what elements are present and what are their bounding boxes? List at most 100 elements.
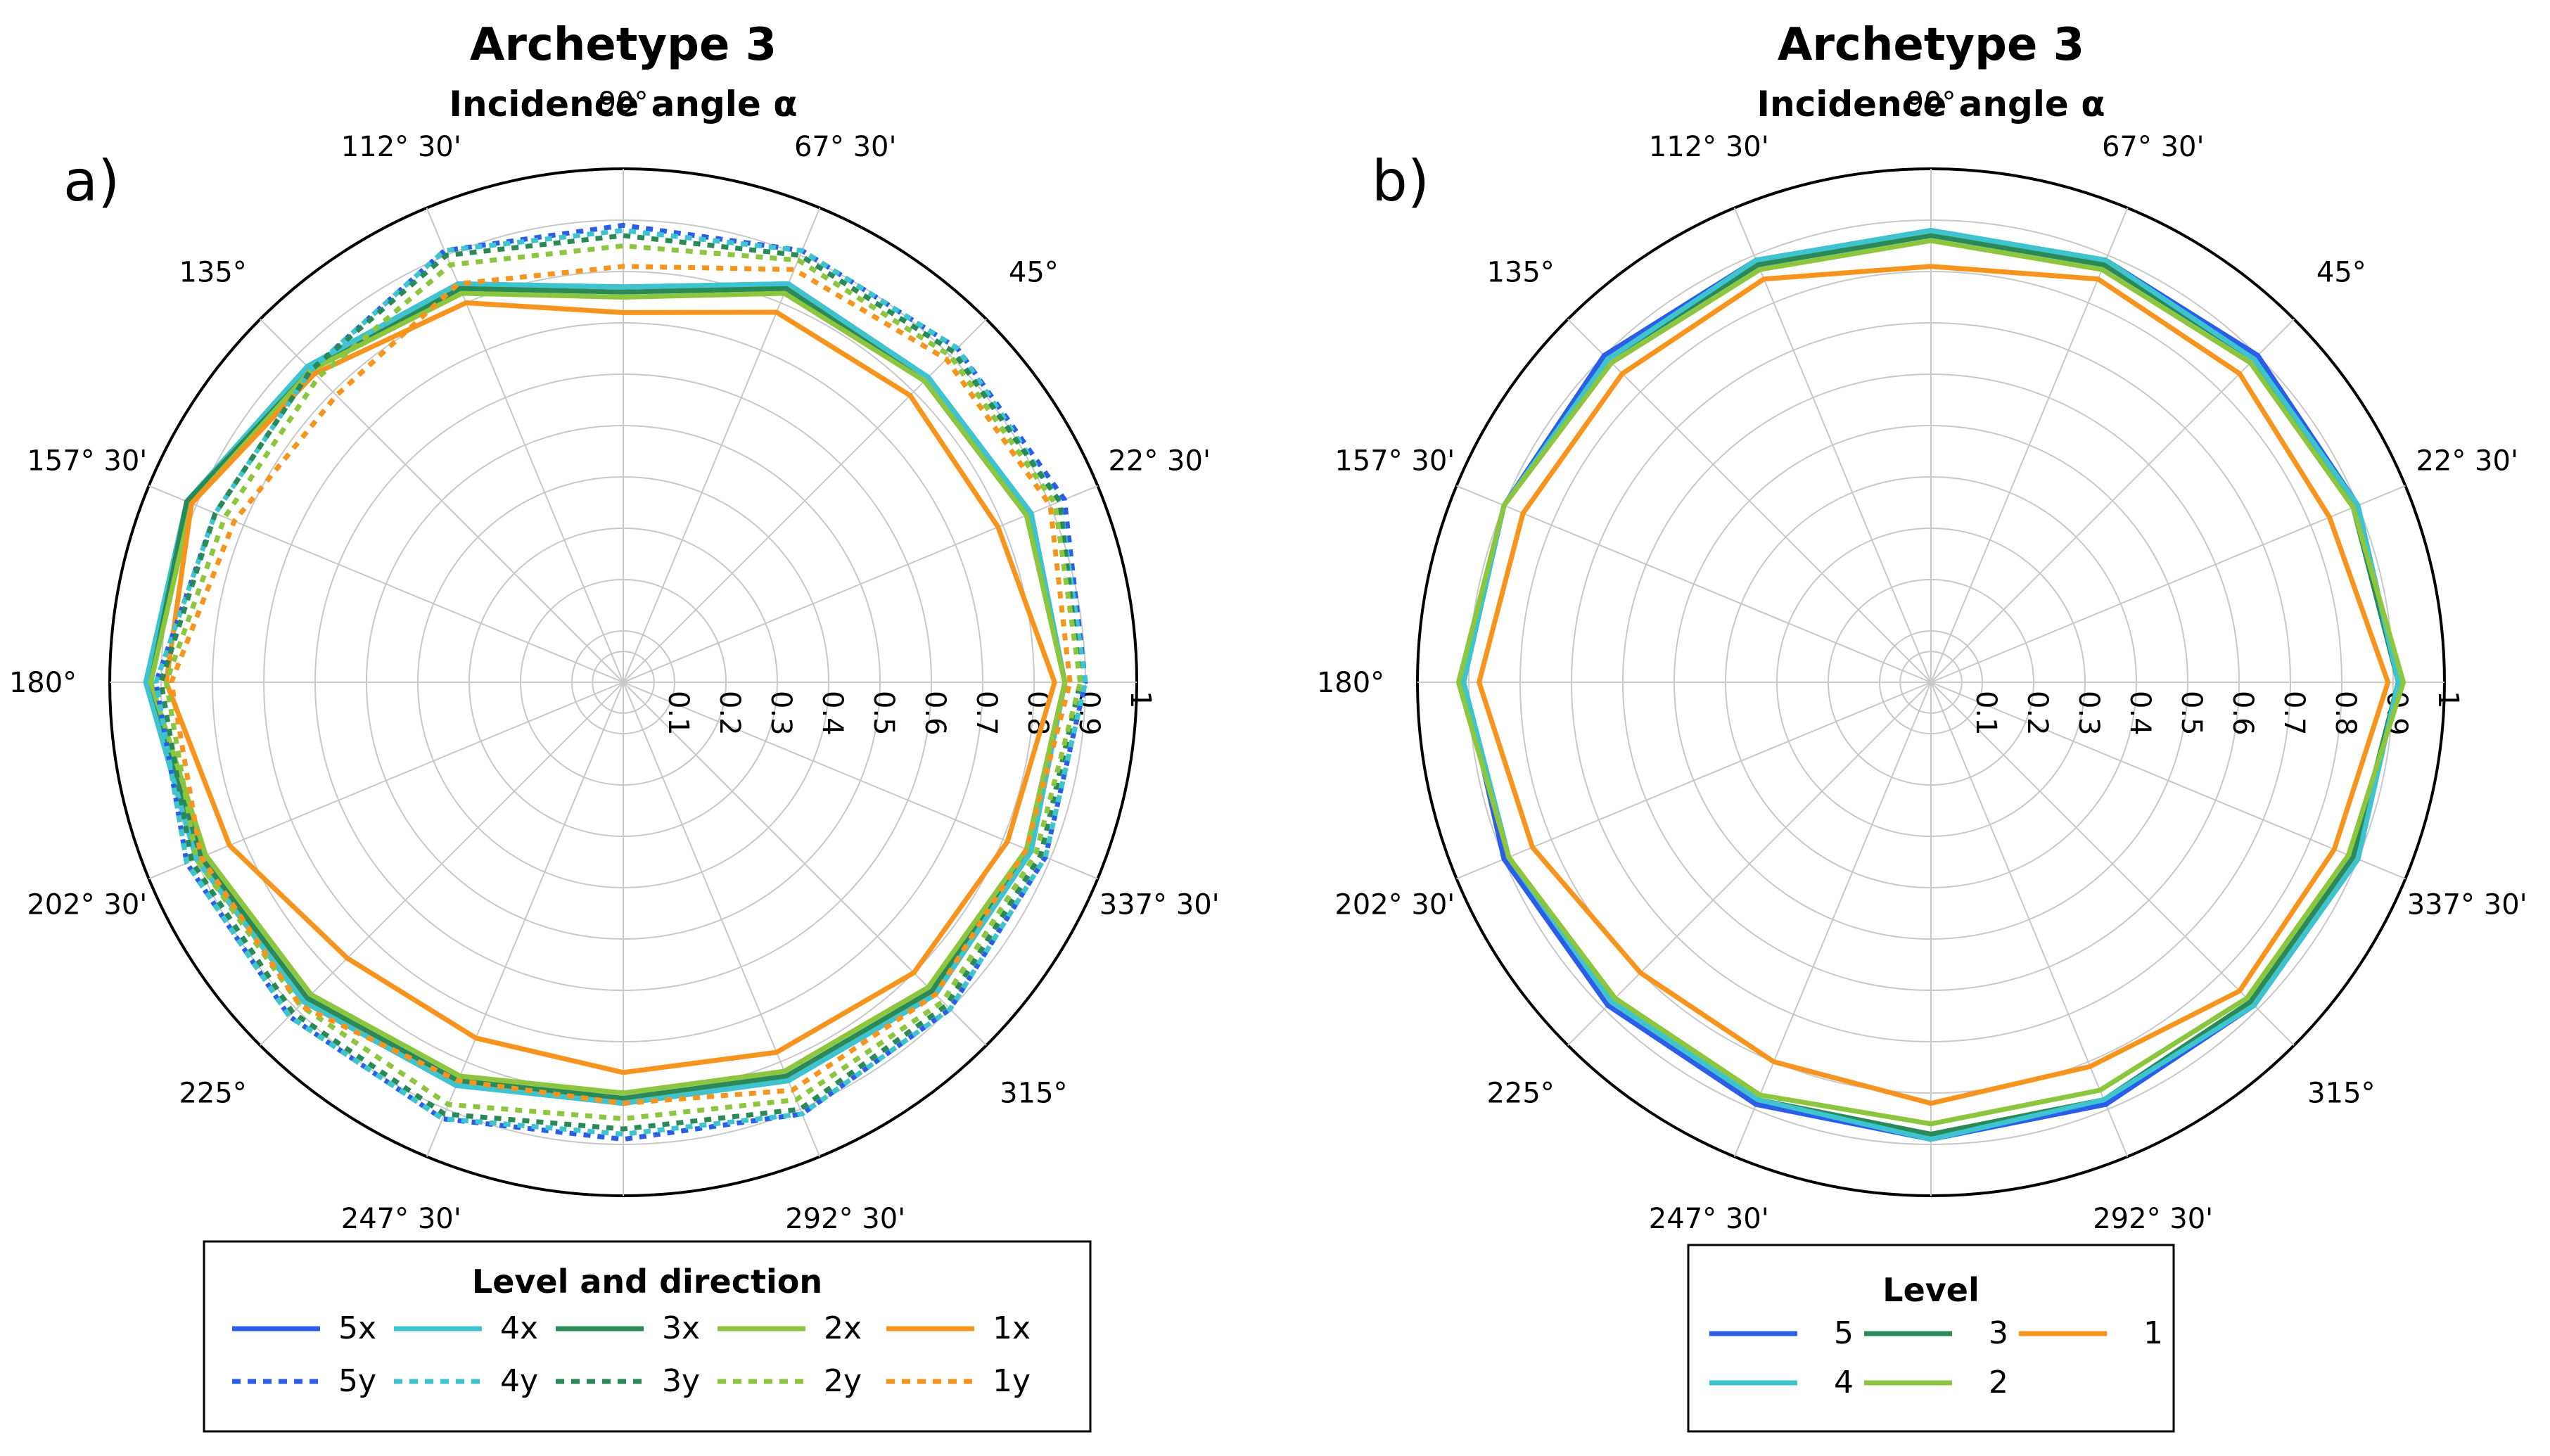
- panel-a-radial-tick: 0.7: [970, 691, 1002, 736]
- panel-b-angle-tick: 112° 30': [1649, 131, 1769, 163]
- panel-a-spoke: [623, 682, 1098, 880]
- panel-b-angle-tick: 337° 30': [2407, 889, 2527, 921]
- panel-a-label: a): [63, 148, 120, 214]
- panel-a-spoke: [623, 682, 987, 1046]
- panel-b-radial-tick: 0.3: [2072, 691, 2105, 736]
- panel-b-series-2: [1455, 238, 2406, 1127]
- panel-a-title: Archetype 3: [470, 19, 777, 71]
- panel-a-angle-tick: 247° 30': [341, 1203, 461, 1235]
- panel-b-radial-tick: 0.1: [1970, 691, 2002, 736]
- panel-b-legend-label-3: 3: [1989, 1315, 2008, 1351]
- panel-b-legend-box: [1687, 1244, 2175, 1433]
- panel-b-spoke: [1733, 682, 1932, 1157]
- panel-a-radial-tick: 0.3: [765, 691, 797, 736]
- panel-a-angle-tick: 292° 30': [785, 1203, 905, 1235]
- panel-a-spoke: [623, 485, 1098, 683]
- panel-a-legend-label-2x: 2x: [824, 1310, 862, 1346]
- panel-b-series-4: [1461, 228, 2401, 1142]
- panel-b-angle-tick: 67° 30': [2102, 131, 2205, 163]
- panel-a-spoke: [148, 682, 624, 880]
- panel-b-spoke: [1930, 485, 2406, 683]
- panel-a-angle-tick: 180°: [9, 667, 77, 699]
- panel-b-radial-tick: 0.2: [2021, 691, 2053, 736]
- panel-a-legend-label-1x: 1x: [993, 1310, 1031, 1346]
- panel-a-angle-tick: 22° 30': [1108, 445, 1211, 477]
- panel-b-legend-label-2: 2: [1989, 1365, 2008, 1400]
- panel-a-legend-label-5y: 5y: [338, 1363, 376, 1399]
- panel-a-subtitle: Incidence angle α: [449, 84, 797, 124]
- panel-b-angle-tick: 247° 30': [1649, 1203, 1769, 1235]
- panel-a-spoke: [623, 319, 987, 683]
- panel-a-spoke: [623, 207, 821, 683]
- panel-b-angle-tick: 22° 30': [2416, 445, 2518, 477]
- panel-a-radial-tick: 0.4: [816, 691, 848, 736]
- panel-a-radial-tick: 1: [1124, 691, 1156, 708]
- panel-a-angle-tick: 337° 30': [1099, 889, 1220, 921]
- panel-a-legend-label-4x: 4x: [500, 1310, 538, 1346]
- panel-a-angle-tick: 135°: [179, 257, 246, 289]
- panel-a-legend-label-5x: 5x: [338, 1310, 376, 1346]
- panel-b-spoke: [1930, 682, 2406, 880]
- panel-a-legend-label-2y: 2y: [824, 1363, 862, 1399]
- panel-b-spoke: [1567, 319, 1932, 683]
- panel-a-spoke: [148, 485, 624, 683]
- panel-a-angle-tick: 90°: [599, 87, 649, 119]
- panel-b-angle-tick: 315°: [2307, 1077, 2375, 1109]
- panel-b-radial-tick: 1: [2432, 691, 2464, 708]
- panel-b-spoke: [1930, 207, 2129, 683]
- panel-a-series-2x: [148, 290, 1068, 1096]
- panel-a-angle-tick: 45°: [1009, 257, 1059, 289]
- panel-b-spoke: [1456, 485, 1932, 683]
- panel-b-label: b): [1372, 148, 1429, 214]
- panel-b-legend: Level 5 3 1 4 2: [1687, 1244, 2175, 1433]
- panel-a-legend: Level and direction 5x 4x 3x 2x 1x 5y 4y 3y 2y 1y: [203, 1240, 1092, 1433]
- panel-b-legend-title: Level: [1882, 1271, 1979, 1309]
- panel-b-radial-tick: 0.4: [2124, 691, 2156, 736]
- panel-a-angle-tick: 157° 30': [27, 445, 147, 477]
- panel-a-radial-tick: 0.2: [713, 691, 746, 736]
- panel-b-angle-tick: 135°: [1486, 257, 1554, 289]
- panel-b-radial-tick: 0.5: [2175, 691, 2207, 736]
- panel-b: Archetype 3 Incidence angle α b) 0.1 0.2 0.3 0…: [1317, 19, 2527, 1433]
- panel-b-legend-label-1: 1: [2143, 1315, 2163, 1351]
- panel-a-angle-tick: 315°: [1000, 1077, 1067, 1109]
- panel-b-angle-tick: 180°: [1317, 667, 1384, 699]
- panel-b-angle-tick: 157° 30': [1334, 445, 1455, 477]
- panel-a-radial-tick: 0.5: [867, 691, 900, 736]
- panel-b-title: Archetype 3: [1778, 19, 2084, 71]
- panel-b-angle-tick: 202° 30': [1334, 889, 1455, 921]
- panel-b-angle-tick: 45°: [2316, 257, 2366, 289]
- panel-b-spoke: [1733, 207, 1932, 683]
- panel-a-radial-tick: 0.6: [919, 691, 951, 736]
- panel-b-radial-tick: 0.7: [2278, 691, 2310, 736]
- panel-a-angle-tick: 225°: [179, 1077, 246, 1109]
- panel-b-radial-tick: 0.8: [2329, 691, 2361, 736]
- panel-b-spoke: [1456, 682, 1932, 880]
- panel-a-spoke: [260, 682, 624, 1046]
- panel-b-legend-label-4: 4: [1834, 1365, 1854, 1400]
- panel-a-series-1y: [169, 264, 1073, 1106]
- panel-b-spoke: [1930, 682, 2295, 1046]
- panel-b-spoke: [1930, 319, 2295, 683]
- panel-b-series-1: [1477, 264, 2391, 1106]
- panel-b-radial-tick: 0.6: [2226, 691, 2259, 736]
- panel-b-spoke: [1567, 682, 1932, 1046]
- panel-a: Archetype 3 Incidence angle α a) 0.1 0.2 0.3 0…: [9, 19, 1220, 1433]
- panel-a-angle-tick: 67° 30': [794, 131, 897, 163]
- panel-b-angle-tick: 90°: [1906, 87, 1956, 119]
- panel-b-spoke: [1930, 682, 2129, 1157]
- panel-a-legend-label-3y: 3y: [662, 1363, 700, 1399]
- panel-a-legend-label-4y: 4y: [500, 1363, 538, 1399]
- panel-b-legend-label-5: 5: [1834, 1315, 1854, 1351]
- panel-a-angle-tick: 202° 30': [27, 889, 147, 921]
- panel-a-series-3y: [158, 233, 1083, 1132]
- panel-a-legend-box: [203, 1240, 1092, 1433]
- panel-a-legend-label-1y: 1y: [993, 1363, 1031, 1399]
- panel-b-angle-tick: 225°: [1486, 1077, 1554, 1109]
- panel-a-legend-label-3x: 3x: [662, 1310, 700, 1346]
- panel-a-radial-tick: 0.1: [662, 691, 694, 736]
- panel-a-series-4y: [153, 228, 1088, 1137]
- panel-b-angle-tick: 292° 30': [2093, 1203, 2213, 1235]
- panel-b-subtitle: Incidence angle α: [1757, 84, 2105, 124]
